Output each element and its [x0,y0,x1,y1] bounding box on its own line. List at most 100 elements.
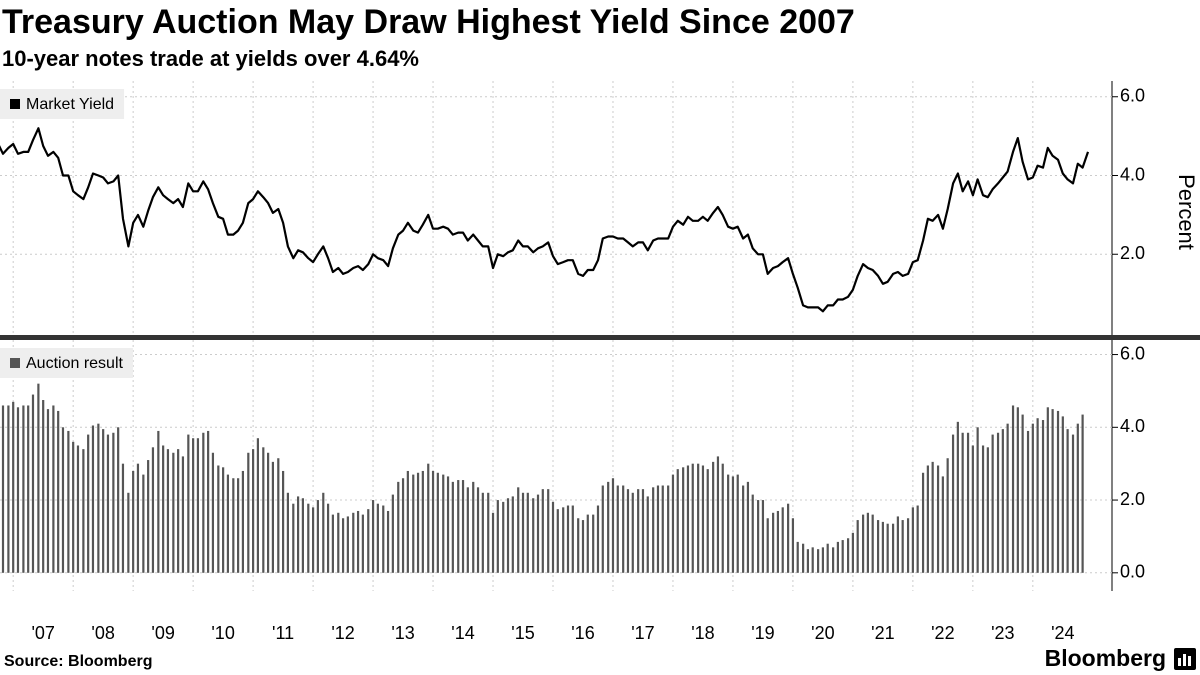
x-tick-label: '22 [931,623,954,643]
bar [311,507,315,573]
bar [121,463,125,573]
bar [57,410,60,573]
x-tick-label: '17 [631,623,654,643]
bar [886,523,889,573]
bar [301,498,304,573]
bar [676,469,679,573]
bar [532,498,535,573]
bar [706,469,709,573]
bar [281,470,285,573]
bar [976,427,979,573]
bar [731,476,735,573]
bar [202,432,205,573]
bar [646,496,649,573]
bar [1081,414,1084,573]
bar [1,405,5,573]
bar [226,474,230,573]
bar [806,549,810,573]
bar [22,405,25,573]
x-tick-label: '10 [211,623,234,643]
x-tick-label: '12 [331,623,354,643]
bar [352,512,355,573]
bar [401,478,405,573]
bar [526,492,529,573]
bar [1061,416,1064,573]
bar [817,549,820,573]
bar [461,480,465,573]
bar [391,494,394,573]
bar [607,481,610,573]
bar [986,447,989,573]
bar [971,445,974,573]
bar [42,400,45,573]
bar [237,478,240,573]
bar [517,487,520,573]
bar [742,485,745,573]
bar [956,421,959,573]
chart-subtitle: 10-year notes trade at yields over 4.64% [2,46,419,71]
bar [891,523,895,573]
bar [871,514,874,573]
bar [791,518,795,573]
bar [487,492,490,573]
bar [52,405,55,573]
bar [316,500,319,573]
bar [736,474,739,573]
bar [562,507,565,573]
bar [166,449,170,573]
legend-label: Auction result [26,355,123,372]
bar [592,514,595,573]
x-tick-label: '09 [151,623,174,643]
x-tick-label: '21 [871,623,894,643]
bar [926,465,929,573]
bar [117,427,120,573]
bar [901,520,904,573]
bar [586,514,589,573]
bar [866,512,869,573]
bar [661,485,664,573]
bar [511,496,514,573]
bar [472,481,475,573]
bar [671,474,675,573]
bar [941,476,944,573]
bar [416,472,420,573]
bar [906,518,910,573]
bar [981,445,985,573]
bar [232,478,235,573]
bar [766,518,769,573]
bar [151,447,155,573]
bar [211,452,215,573]
bar [536,494,540,573]
bar [16,407,20,573]
bar [187,434,190,573]
bar [551,501,555,573]
bar [757,500,760,573]
bar [12,401,15,573]
bar [611,478,615,573]
bar [177,449,180,573]
bar [951,434,955,573]
bar [142,474,145,573]
bar [241,470,245,573]
bar [1016,407,1019,573]
bar [132,470,135,573]
bar [91,425,95,573]
bar [322,492,325,573]
bar [691,463,694,573]
bar [157,430,160,573]
y-tick-label: 6.0 [1120,86,1145,106]
bar [861,514,865,573]
bar [102,429,105,573]
bar [832,547,835,573]
bar [601,485,604,573]
bar [326,503,330,573]
bar [1071,434,1075,573]
bar [87,434,90,573]
bar [581,520,585,573]
bar [7,405,10,573]
x-tick-label: '13 [391,623,414,643]
bar [556,509,559,573]
bar [292,503,295,573]
bar [97,423,100,573]
